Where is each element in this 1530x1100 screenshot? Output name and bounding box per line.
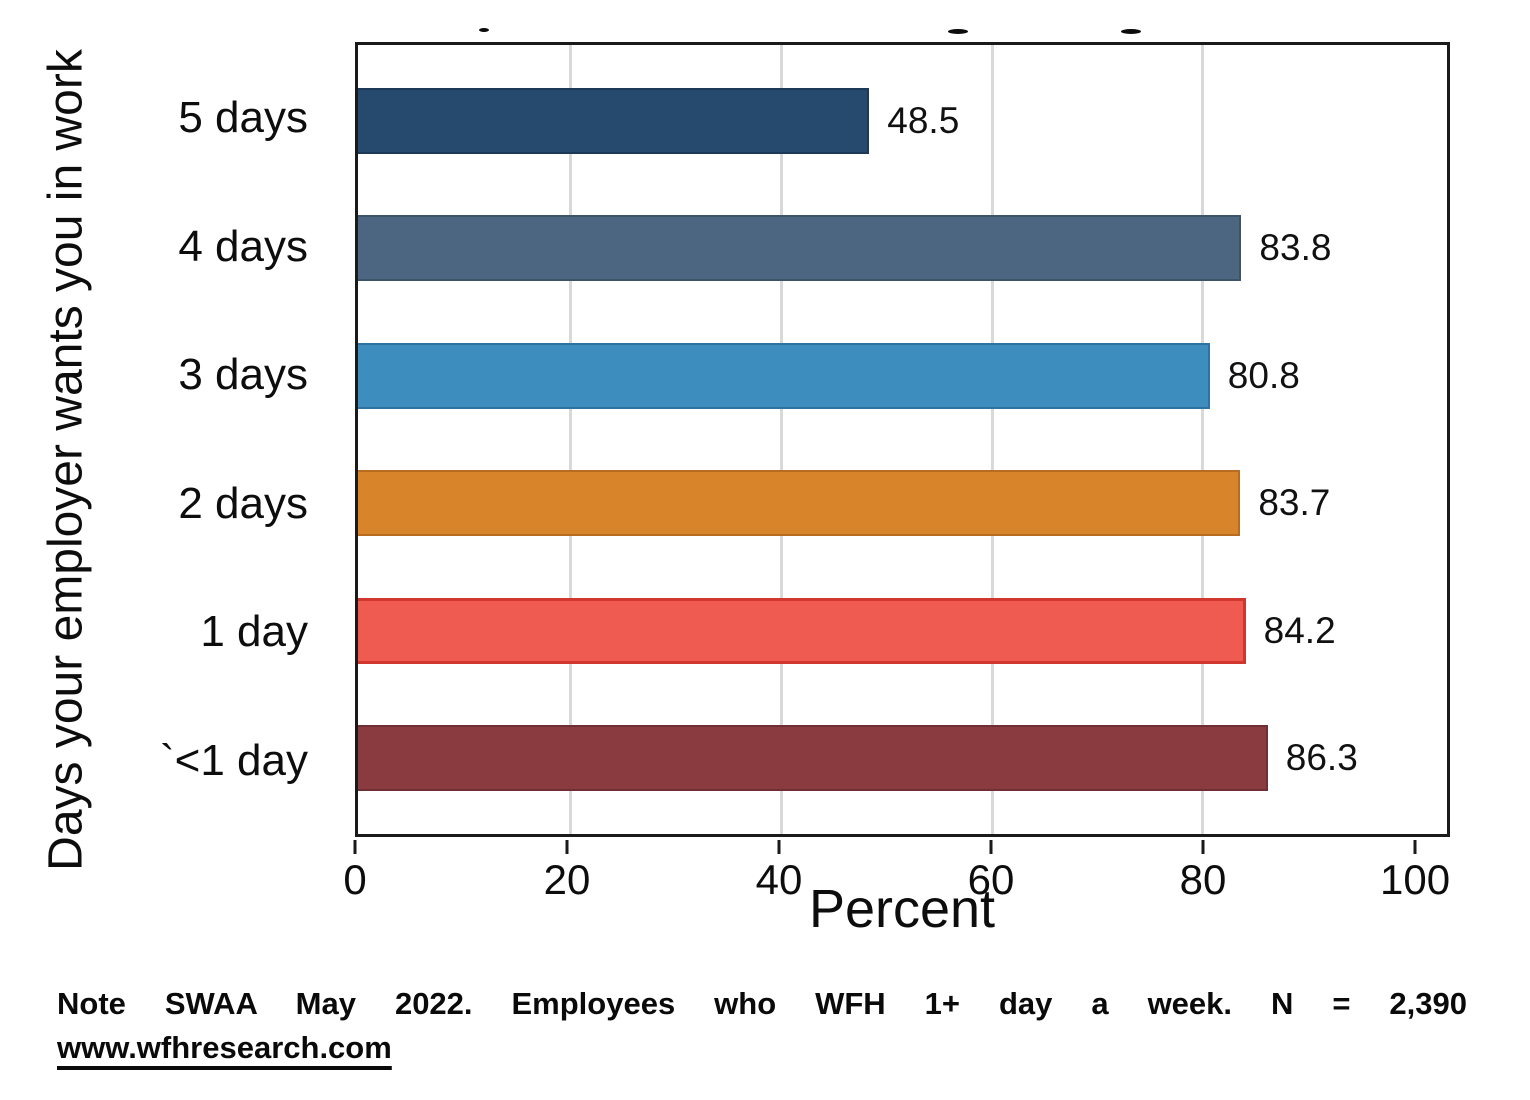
category-label: 5 days bbox=[178, 93, 308, 143]
x-tick-label-100: 100 bbox=[1379, 856, 1451, 903]
bar-3-days bbox=[358, 342, 1210, 409]
x-tick-label-20: 20 bbox=[543, 856, 591, 903]
category-axis: 5 days 4 days 3 days 2 days 1 day `<1 day bbox=[0, 42, 308, 837]
bar--1-day bbox=[358, 725, 1268, 792]
bar-row: 86.3 bbox=[358, 695, 1447, 823]
plot-area: 48.5 83.8 80.8 83.7 84.2 86.3 bbox=[355, 42, 1450, 837]
cropped-title-fragment bbox=[948, 29, 968, 34]
category-label: 2 days bbox=[178, 478, 308, 528]
gridline-40 bbox=[779, 45, 783, 834]
x-tick-label-80: 80 bbox=[1179, 856, 1227, 903]
x-tick-label-60: 60 bbox=[967, 856, 1015, 903]
x-tick-label-40: 40 bbox=[755, 856, 803, 903]
cropped-title-fragment bbox=[479, 28, 489, 32]
x-axis-title: Percent bbox=[808, 879, 996, 939]
bar-row: 84.2 bbox=[358, 567, 1447, 695]
source-link[interactable]: www.wfhresearch.com bbox=[57, 1030, 392, 1065]
category-label: `<1 day bbox=[160, 735, 308, 785]
x-axis: 0 20 40 60 80 100 bbox=[343, 840, 1450, 903]
bar-value-label: 86.3 bbox=[1285, 737, 1358, 779]
gridline-20 bbox=[568, 45, 572, 834]
category-row: 3 days bbox=[0, 311, 308, 440]
x-tick-mark-20 bbox=[565, 840, 569, 854]
footnote: Note SWAA May 2022. Employees who WFH 1+… bbox=[57, 982, 1467, 1070]
bar-row: 83.8 bbox=[358, 185, 1447, 313]
category-label: 4 days bbox=[178, 221, 308, 271]
x-tick-mark-0 bbox=[353, 840, 357, 854]
bar-value-label: 84.2 bbox=[1263, 609, 1336, 651]
bar-value-label: 80.8 bbox=[1227, 354, 1300, 396]
gridline-60 bbox=[990, 45, 994, 834]
x-tick-mark-40 bbox=[777, 840, 781, 854]
x-tick-mark-100 bbox=[1413, 840, 1417, 854]
category-row: 5 days bbox=[0, 54, 308, 183]
category-row: 2 days bbox=[0, 440, 308, 569]
bar-row: 83.7 bbox=[358, 440, 1447, 568]
category-row: `<1 day bbox=[0, 697, 308, 826]
bar-row: 80.8 bbox=[358, 312, 1447, 440]
bar-4-days bbox=[358, 215, 1242, 282]
category-label: 1 day bbox=[200, 607, 308, 657]
gridline-80 bbox=[1201, 45, 1205, 834]
bar-5-days bbox=[358, 87, 870, 154]
bar-2-days bbox=[358, 470, 1241, 537]
x-tick-mark-80 bbox=[1201, 840, 1205, 854]
bar-value-label: 83.8 bbox=[1259, 227, 1332, 269]
bar-1-day bbox=[358, 597, 1246, 664]
bar-rows: 48.5 83.8 80.8 83.7 84.2 86.3 bbox=[358, 45, 1447, 834]
bar-row: 48.5 bbox=[358, 57, 1447, 185]
bar-value-label: 48.5 bbox=[887, 99, 960, 141]
x-tick-label-0: 0 bbox=[343, 856, 367, 903]
x-tick-mark-60 bbox=[989, 840, 993, 854]
category-row: 4 days bbox=[0, 183, 308, 312]
bar-value-label: 83.7 bbox=[1258, 482, 1331, 524]
category-label: 3 days bbox=[178, 350, 308, 400]
footnote-text: Note SWAA May 2022. Employees who WFH 1+… bbox=[57, 986, 1467, 1021]
cropped-title-fragment bbox=[1121, 29, 1141, 34]
category-row: 1 day bbox=[0, 568, 308, 697]
